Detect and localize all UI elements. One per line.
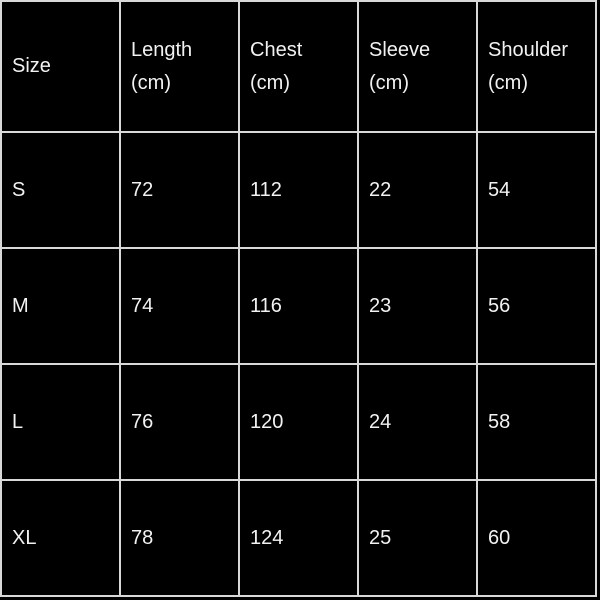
cell-length: 76 xyxy=(119,363,240,481)
cell-sleeve: 22 xyxy=(357,131,478,249)
header-label: Sleeve xyxy=(369,38,431,61)
header-unit: (cm) xyxy=(250,71,290,94)
header-label: Size xyxy=(12,55,51,77)
cell-length: 74 xyxy=(119,247,240,365)
cell-sleeve: 25 xyxy=(357,479,478,597)
cell-size: M xyxy=(0,247,121,365)
header-cell-sleeve: Sleeve (cm) xyxy=(357,0,478,133)
header-row: Size Length (cm) Chest (cm) Sleeve (cm) Sho… xyxy=(0,0,597,133)
cell-sleeve: 24 xyxy=(357,363,478,481)
header-cell-shoulder: Shoulder (cm) xyxy=(476,0,597,133)
table-row-l: L 76 120 24 58 xyxy=(0,363,597,481)
header-unit: (cm) xyxy=(131,71,171,94)
header-label: Length xyxy=(131,38,193,61)
cell-shoulder: 58 xyxy=(476,363,597,481)
header-cell-length: Length (cm) xyxy=(119,0,240,133)
cell-chest: 112 xyxy=(238,131,359,249)
table-row-xl: XL 78 124 25 60 xyxy=(0,479,597,597)
header-cell-chest: Chest (cm) xyxy=(238,0,359,133)
cell-length: 72 xyxy=(119,131,240,249)
cell-size: XL xyxy=(0,479,121,597)
cell-shoulder: 56 xyxy=(476,247,597,365)
cell-chest: 124 xyxy=(238,479,359,597)
cell-length: 78 xyxy=(119,479,240,597)
header-label: Shoulder xyxy=(488,38,569,61)
cell-shoulder: 54 xyxy=(476,131,597,249)
table-row-m: M 74 116 23 56 xyxy=(0,247,597,365)
cell-chest: 120 xyxy=(238,363,359,481)
cell-size: L xyxy=(0,363,121,481)
cell-chest: 116 xyxy=(238,247,359,365)
table-row-s: S 72 112 22 54 xyxy=(0,131,597,249)
cell-sleeve: 23 xyxy=(357,247,478,365)
header-cell-size: Size xyxy=(0,0,121,133)
header-label: Chest xyxy=(250,38,303,61)
header-unit: (cm) xyxy=(488,71,528,94)
cell-size: S xyxy=(0,131,121,249)
cell-shoulder: 60 xyxy=(476,479,597,597)
header-unit: (cm) xyxy=(369,71,409,94)
